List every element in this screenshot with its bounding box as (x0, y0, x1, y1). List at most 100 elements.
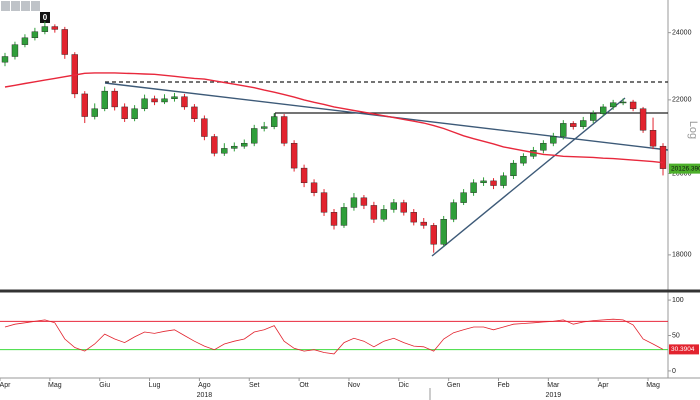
candle-body (81, 93, 88, 117)
candle-body (410, 212, 417, 223)
tool-button[interactable] (11, 1, 20, 11)
candle-body (111, 90, 118, 108)
candle-body (1, 56, 9, 63)
x-tick-label: Apr (0, 382, 11, 389)
candle-body (191, 106, 198, 119)
candle-body (300, 167, 308, 184)
candle-body (350, 197, 358, 208)
candle-body (320, 192, 328, 213)
candle-body (221, 148, 228, 154)
candle-body (340, 207, 348, 226)
candle-body (231, 145, 238, 149)
candle-body (51, 26, 59, 30)
tool-button[interactable] (21, 1, 30, 11)
candle-body (131, 108, 138, 119)
candle-body (360, 197, 368, 206)
candle-body (290, 142, 298, 169)
x-year-label: 2018 (197, 392, 213, 399)
last-value-label: 30.3904 (671, 346, 695, 353)
candle-body (649, 130, 657, 147)
up-trendline (431, 97, 626, 257)
x-tick-label: Feb (497, 382, 509, 389)
candle-body (61, 29, 68, 55)
candle-body (161, 98, 168, 103)
candle-body (659, 145, 667, 169)
candle-body (310, 182, 318, 193)
candle-body (560, 123, 567, 137)
candle-body (101, 90, 108, 109)
badge-box[interactable] (40, 12, 50, 23)
candle-body (420, 221, 427, 226)
y-tick-label: 24000 (672, 29, 692, 36)
candle-body (390, 202, 398, 210)
x-tick-label: Set (249, 382, 260, 389)
x-tick-label: Apr (598, 382, 610, 389)
y-tick-label: 20000 (672, 170, 692, 177)
candle-body (550, 136, 557, 144)
candle-body (201, 118, 208, 137)
tool-button[interactable] (31, 1, 40, 11)
candle-body (251, 128, 258, 144)
y-tick-label: 50 (672, 332, 680, 339)
y-tick-label: 18000 (672, 252, 692, 259)
moving-average (4, 72, 664, 164)
x-year-label: 2019 (546, 392, 562, 399)
candle-body (540, 142, 547, 151)
last-price-box (669, 163, 700, 174)
badge: 0 (43, 13, 48, 22)
x-tick-label: Lug (149, 382, 161, 389)
candle-body (500, 175, 507, 186)
candle-body (141, 98, 148, 109)
candle-body (21, 37, 29, 45)
candle-body (400, 202, 407, 213)
candle-body (121, 106, 128, 119)
candle-body (41, 26, 49, 32)
candle-body (181, 96, 188, 108)
x-tick-label: Nov (348, 382, 361, 389)
candle-body (609, 102, 617, 108)
last-price-label: 20126.3906 (671, 165, 700, 172)
candle-body (31, 31, 39, 39)
candle-body (619, 101, 627, 104)
candle-body (241, 142, 248, 147)
candle-body (450, 202, 457, 220)
candle-body (470, 182, 477, 193)
candle-body (510, 162, 517, 177)
candle-body (261, 126, 268, 129)
y-tick-label: 0 (672, 368, 676, 375)
candle-body (590, 113, 597, 121)
candle-body (370, 205, 378, 220)
toolbar: 0 (1, 1, 50, 23)
candle-body (11, 44, 19, 57)
candle-body (430, 225, 437, 245)
candle-body (380, 209, 388, 220)
candle-body (480, 180, 487, 184)
candle-body (520, 156, 527, 164)
candle-body (211, 136, 218, 154)
candle-body (91, 108, 98, 117)
candle-body (639, 108, 647, 131)
candle-body (440, 219, 447, 245)
tool-button[interactable] (1, 1, 10, 11)
candle-body (570, 123, 577, 127)
candle-body (600, 106, 607, 114)
x-tick-label: Mar (547, 382, 560, 389)
x-tick-label: Mag (646, 382, 660, 389)
x-tick-label: Gen (447, 382, 460, 389)
x-tick-label: Ott (299, 382, 308, 389)
x-tick-label: Giu (99, 382, 110, 389)
x-tick-label: Ago (198, 382, 211, 389)
rsi-line (4, 318, 664, 355)
candle-body (490, 180, 497, 186)
candle-body (151, 98, 158, 103)
last-value-box (669, 344, 699, 355)
x-tick-label: Mag (48, 382, 62, 389)
x-tick-label: Dic (399, 382, 410, 389)
candle-body (330, 212, 338, 226)
y-tick-label: 22000 (672, 97, 692, 104)
candle-body (270, 116, 278, 127)
candle-body (171, 96, 178, 100)
candle-body (580, 120, 587, 127)
